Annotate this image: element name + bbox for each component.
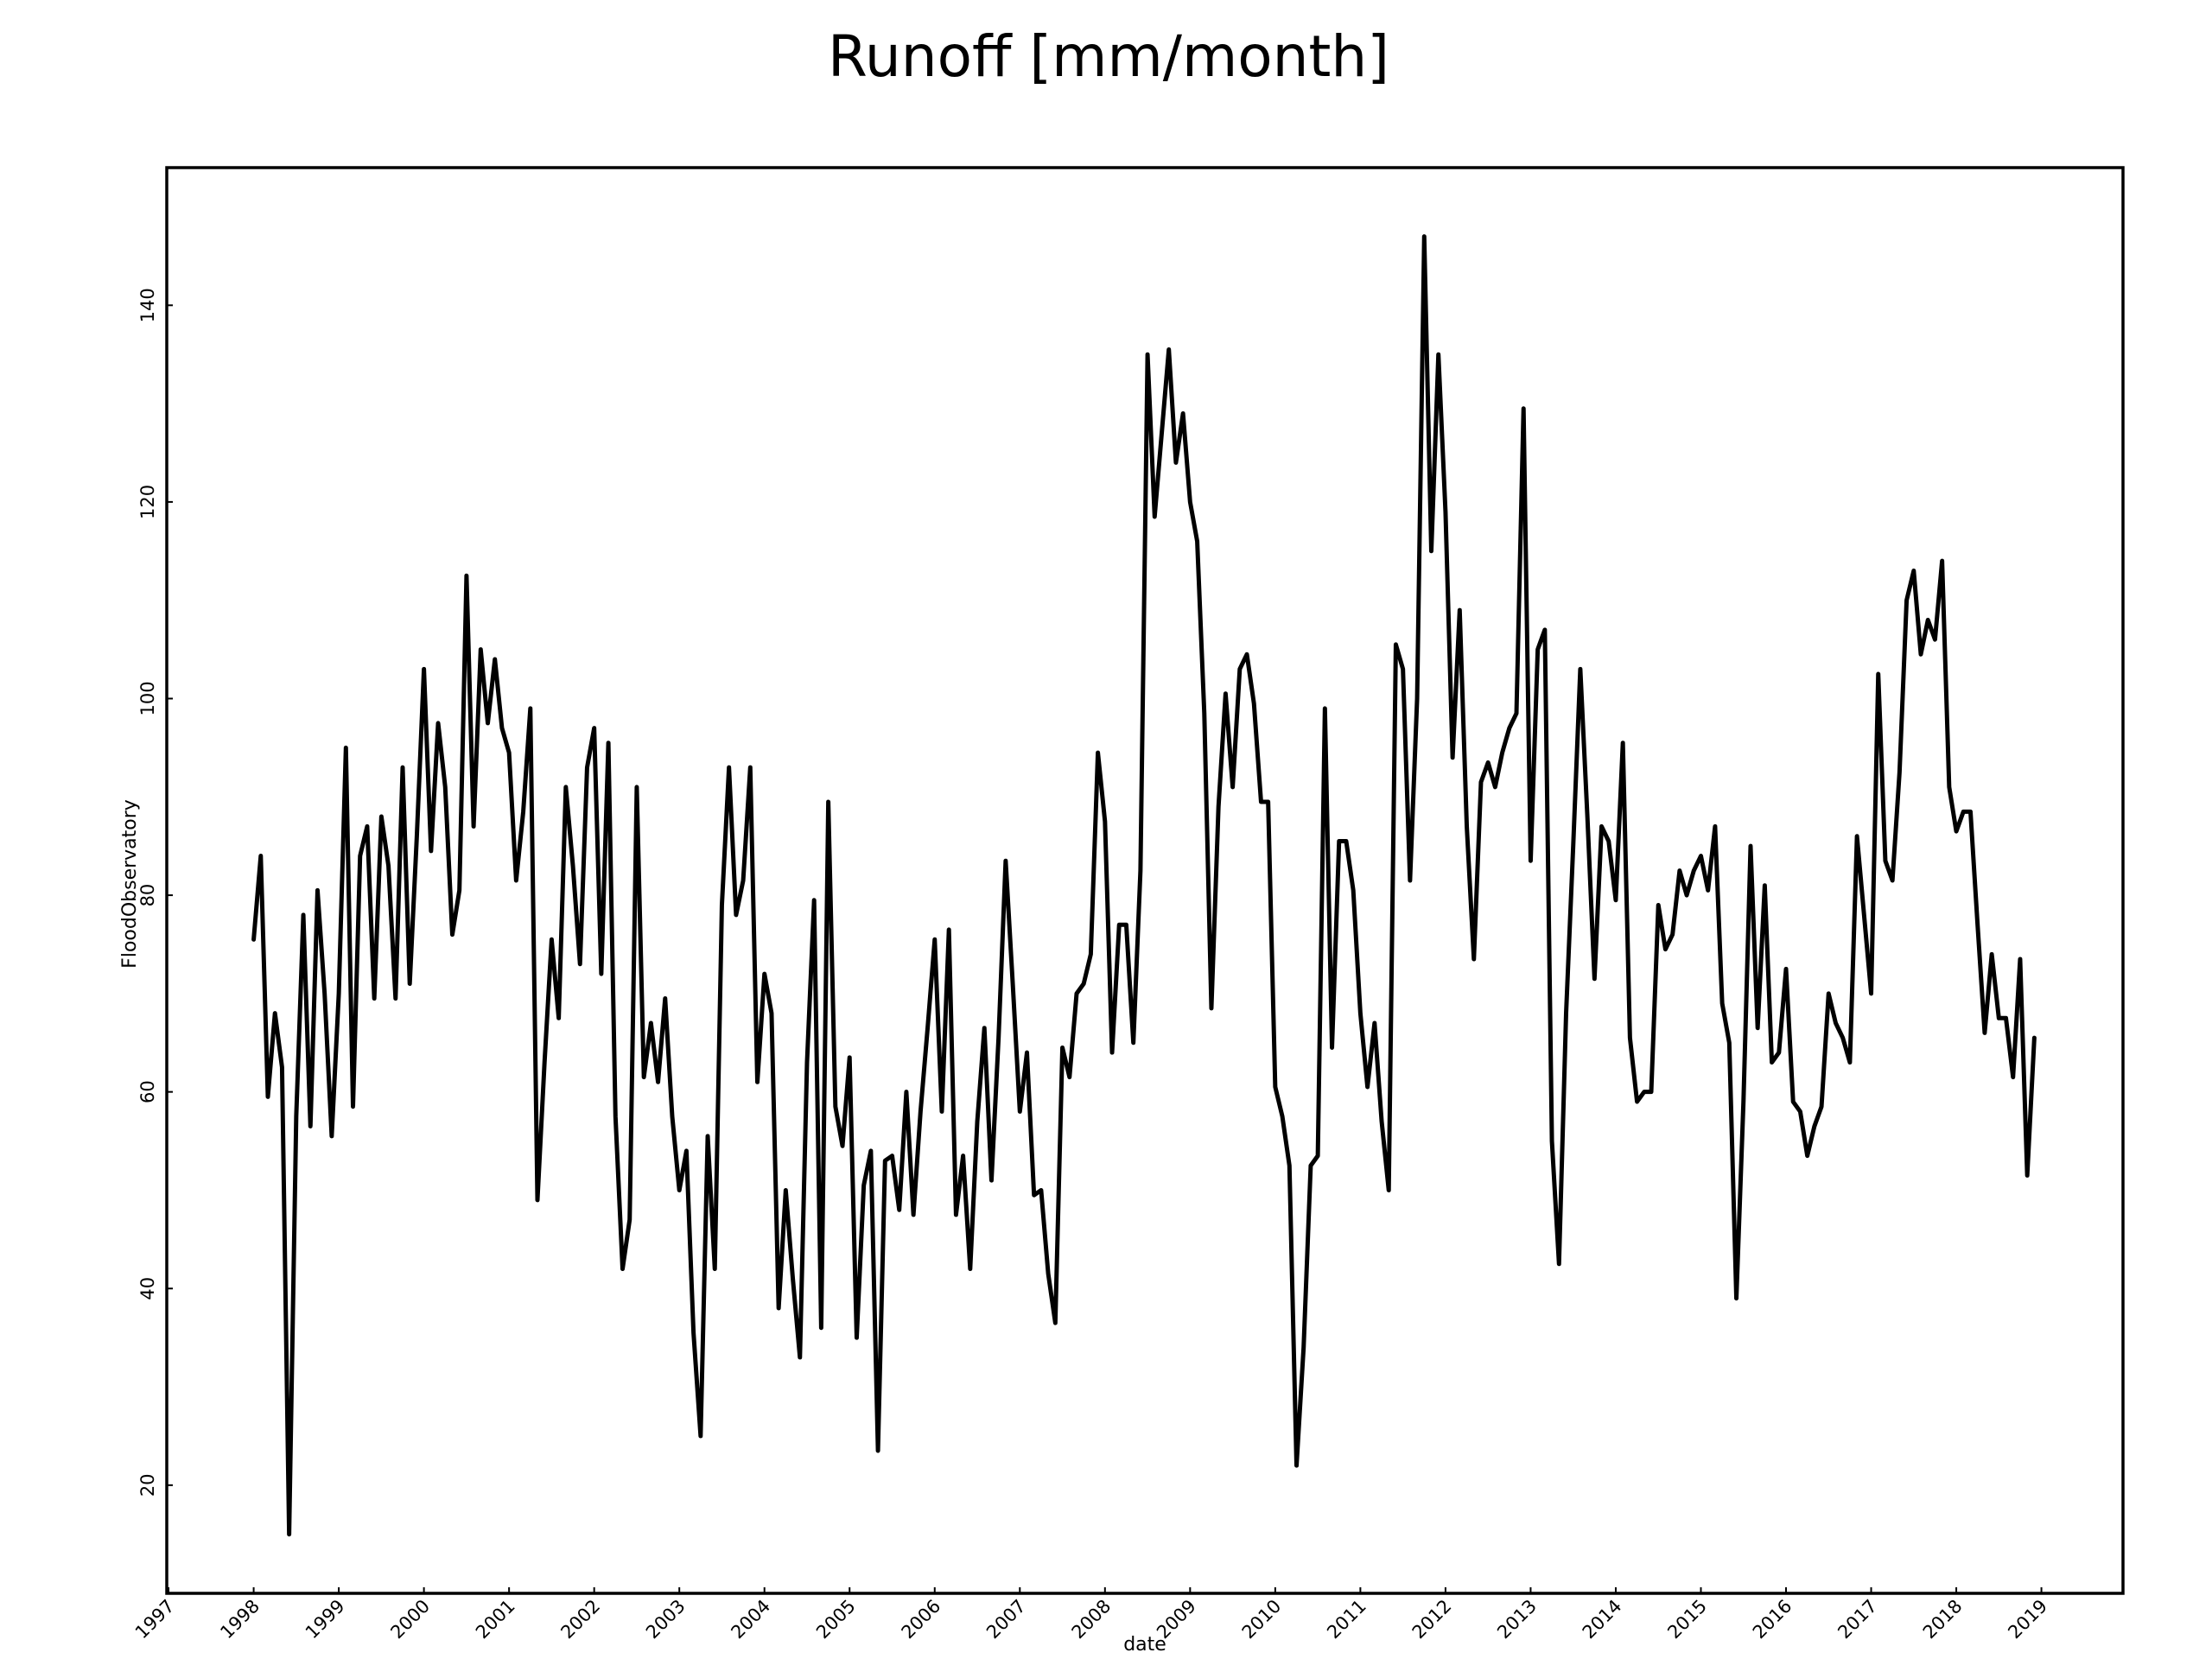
x-tick-label: 1999 — [302, 1596, 349, 1643]
x-axis: 1997 1998 1999 2000 2001 2002 2003 2004 2005 2006… — [131, 1587, 2051, 1643]
x-tick-label: 1998 — [216, 1596, 264, 1643]
y-tick-label: 80 — [137, 884, 158, 907]
x-tick-label: 2012 — [1408, 1596, 1456, 1643]
x-axis-label: date — [1123, 1634, 1166, 1656]
y-tick-label: 40 — [137, 1277, 158, 1300]
x-tick-label: 2001 — [472, 1596, 519, 1643]
x-tick-label: 2002 — [556, 1596, 604, 1643]
x-tick-label: 1997 — [131, 1596, 179, 1643]
x-tick-label: 2005 — [812, 1596, 860, 1643]
x-tick-label: 2000 — [386, 1596, 434, 1643]
x-tick-label: 2007 — [982, 1596, 1030, 1643]
x-tick-label: 2010 — [1238, 1596, 1286, 1643]
x-tick-label: 2014 — [1579, 1596, 1626, 1643]
x-tick-label: 2004 — [727, 1596, 774, 1643]
y-tick-label: 20 — [137, 1473, 158, 1497]
y-tick-label: 120 — [137, 485, 158, 519]
x-tick-label: 2003 — [642, 1596, 690, 1643]
x-tick-label: 2013 — [1493, 1596, 1541, 1643]
y-tick-label: 100 — [137, 681, 158, 715]
x-tick-label: 2017 — [1834, 1596, 1881, 1643]
x-tick-label: 2006 — [898, 1596, 945, 1643]
series-line-0 — [251, 234, 2037, 1537]
x-tick-label: 2015 — [1663, 1596, 1711, 1643]
y-tick-label: 60 — [137, 1080, 158, 1103]
chart-title: Runoff [mm/month] — [828, 23, 1389, 90]
plot-area — [251, 234, 2037, 1537]
y-axis-label: FloodObservatory — [119, 799, 141, 969]
x-tick-label: 2011 — [1323, 1596, 1370, 1643]
y-axis: 20 40 60 80 100 120 140 — [137, 288, 173, 1497]
x-tick-label: 2019 — [2004, 1596, 2051, 1643]
plot-frame — [165, 166, 2125, 1595]
y-tick-label: 140 — [137, 288, 158, 322]
x-tick-label: 2018 — [1919, 1596, 1967, 1643]
x-tick-label: 2008 — [1068, 1596, 1116, 1643]
x-tick-label: 2016 — [1749, 1596, 1796, 1643]
